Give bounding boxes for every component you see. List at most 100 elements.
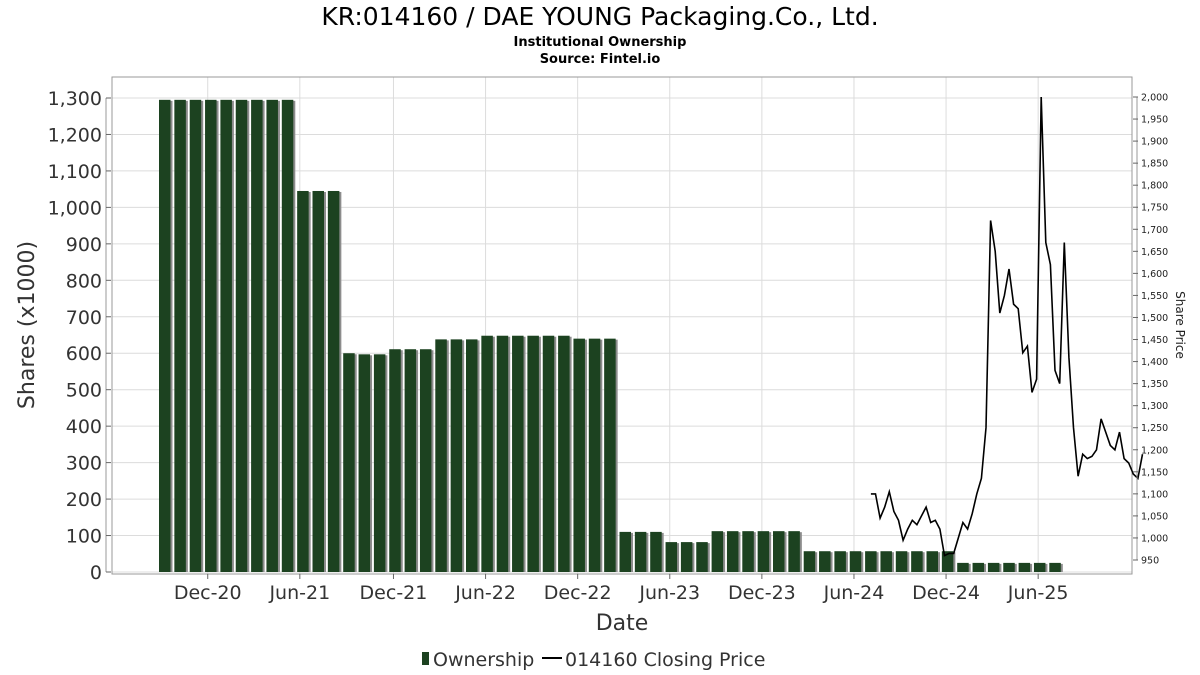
grid xyxy=(112,77,1132,574)
ownership-bar xyxy=(773,531,785,572)
right-tick-label: 1,050 xyxy=(1141,511,1168,522)
left-tick-label: 1,100 xyxy=(48,161,102,183)
x-tick-label: Dec-20 xyxy=(174,582,242,604)
ownership-bar xyxy=(358,354,371,572)
x-axis-title: Date xyxy=(596,611,649,636)
chart-source: Source: Fintel.io xyxy=(539,52,661,67)
ownership-bar xyxy=(1003,562,1015,572)
left-tick-label: 1,200 xyxy=(48,124,102,146)
ownership-bar xyxy=(619,531,631,572)
ownership-bar xyxy=(834,551,846,572)
ownership-bar xyxy=(911,551,923,572)
ownership-bar xyxy=(205,99,217,573)
price-line xyxy=(870,96,1144,557)
ownership-bar xyxy=(435,339,447,572)
ownership-bar xyxy=(573,338,585,572)
ownership-bar xyxy=(343,353,355,572)
x-tick-label: Jun-22 xyxy=(454,582,516,604)
ownership-bar xyxy=(404,349,417,572)
ownership-bar xyxy=(1033,562,1046,572)
ownership-bar xyxy=(987,562,1000,572)
left-tick-label: 400 xyxy=(66,416,102,438)
left-tick-label: 500 xyxy=(66,380,102,402)
price-line-group xyxy=(870,96,1144,557)
ownership-bar xyxy=(650,531,662,572)
ownership-bar xyxy=(865,551,877,572)
right-tick-label: 1,650 xyxy=(1141,247,1168,258)
ownership-bar xyxy=(389,349,401,572)
ownership-bar xyxy=(220,99,232,573)
ownership-bar xyxy=(665,542,678,572)
ownership-bar xyxy=(803,551,816,572)
ownership-bar xyxy=(680,542,693,572)
right-tick-label: 2,000 xyxy=(1141,93,1168,104)
right-tick-label: 1,500 xyxy=(1141,313,1168,324)
right-tick-label: 1,600 xyxy=(1141,269,1168,280)
x-tick-label: Dec-21 xyxy=(360,582,428,604)
legend: Ownership 014160 Closing Price xyxy=(422,649,765,671)
left-tick-label: 300 xyxy=(66,453,102,475)
ownership-bar xyxy=(512,335,524,572)
left-tick-label: 600 xyxy=(66,343,102,365)
ownership-bar xyxy=(880,551,892,572)
x-tick-label: Dec-22 xyxy=(544,582,612,604)
ownership-bar xyxy=(788,531,800,572)
right-tick-label: 1,950 xyxy=(1141,115,1168,126)
ownership-bar xyxy=(1018,562,1031,572)
ownership-bar xyxy=(235,99,248,573)
ownership-bar xyxy=(189,99,202,573)
ownership-bar xyxy=(496,335,509,572)
right-tick-label: 1,550 xyxy=(1141,291,1168,302)
ownership-bar xyxy=(481,335,493,572)
ownership-bar xyxy=(849,551,862,572)
ownership-bar xyxy=(819,551,831,572)
right-tick-label: 1,350 xyxy=(1141,379,1168,390)
legend-ownership-label: Ownership xyxy=(433,649,534,671)
left-tick-label: 900 xyxy=(66,234,102,256)
legend-price-label: 014160 Closing Price xyxy=(565,649,765,671)
ownership-bar xyxy=(588,338,601,572)
ownership-bar xyxy=(957,562,969,572)
ownership-bar xyxy=(174,99,186,573)
x-tick-label: Jun-21 xyxy=(268,582,330,604)
ownership-bar xyxy=(312,190,324,572)
right-tick-label: 1,100 xyxy=(1141,489,1168,500)
ownership-bar xyxy=(327,190,340,572)
left-tick-label: 100 xyxy=(66,526,102,548)
right-tick-label: 1,450 xyxy=(1141,335,1168,346)
right-tick-label: 1,150 xyxy=(1141,467,1168,478)
x-tick-label: Jun-25 xyxy=(1007,582,1069,604)
ownership-bar xyxy=(373,354,386,572)
ownership-bar xyxy=(696,542,708,572)
y2-axis-title: Share Price xyxy=(1173,291,1187,359)
right-tick-label: 1,400 xyxy=(1141,357,1168,368)
x-axis-ticks: Dec-20 Jun-21 Dec-21 Jun-22 Dec-22 Jun-23 Dec-… xyxy=(174,574,1069,604)
ownership-bar xyxy=(726,531,739,572)
ownership-bar xyxy=(604,338,616,572)
ownership-bar xyxy=(419,349,432,572)
plot-frame xyxy=(111,76,1133,575)
ownership-bar xyxy=(558,335,570,572)
right-tick-label: 1,700 xyxy=(1141,225,1168,236)
left-tick-label: 200 xyxy=(66,489,102,511)
ownership-bar xyxy=(527,335,539,572)
left-tick-label: 1,000 xyxy=(48,197,102,219)
left-axis-ticks: 0 100 200 300 400 500 600 700 800 900 1,000 1,100 1,… xyxy=(48,88,111,584)
right-tick-label: 1,300 xyxy=(1141,401,1168,412)
right-axis-ticks: 950 1,000 1,050 1,100 1,150 1,200 1,250 1,300 1,… xyxy=(1133,93,1168,567)
ownership-bar xyxy=(757,531,770,572)
right-tick-label: 1,000 xyxy=(1141,533,1168,544)
left-tick-label: 800 xyxy=(66,270,102,292)
ownership-bar xyxy=(1049,562,1061,572)
ownership-bar xyxy=(297,190,309,572)
ownership-bar xyxy=(895,551,908,572)
right-tick-label: 1,750 xyxy=(1141,203,1168,214)
ownership-bar xyxy=(941,551,954,572)
ownership-bar xyxy=(972,562,985,572)
ownership-bar xyxy=(711,531,724,572)
x-tick-label: Jun-24 xyxy=(823,582,885,604)
ownership-bar xyxy=(466,339,478,572)
chart-subtitle: Institutional Ownership xyxy=(513,35,687,50)
right-tick-label: 1,900 xyxy=(1141,137,1168,148)
